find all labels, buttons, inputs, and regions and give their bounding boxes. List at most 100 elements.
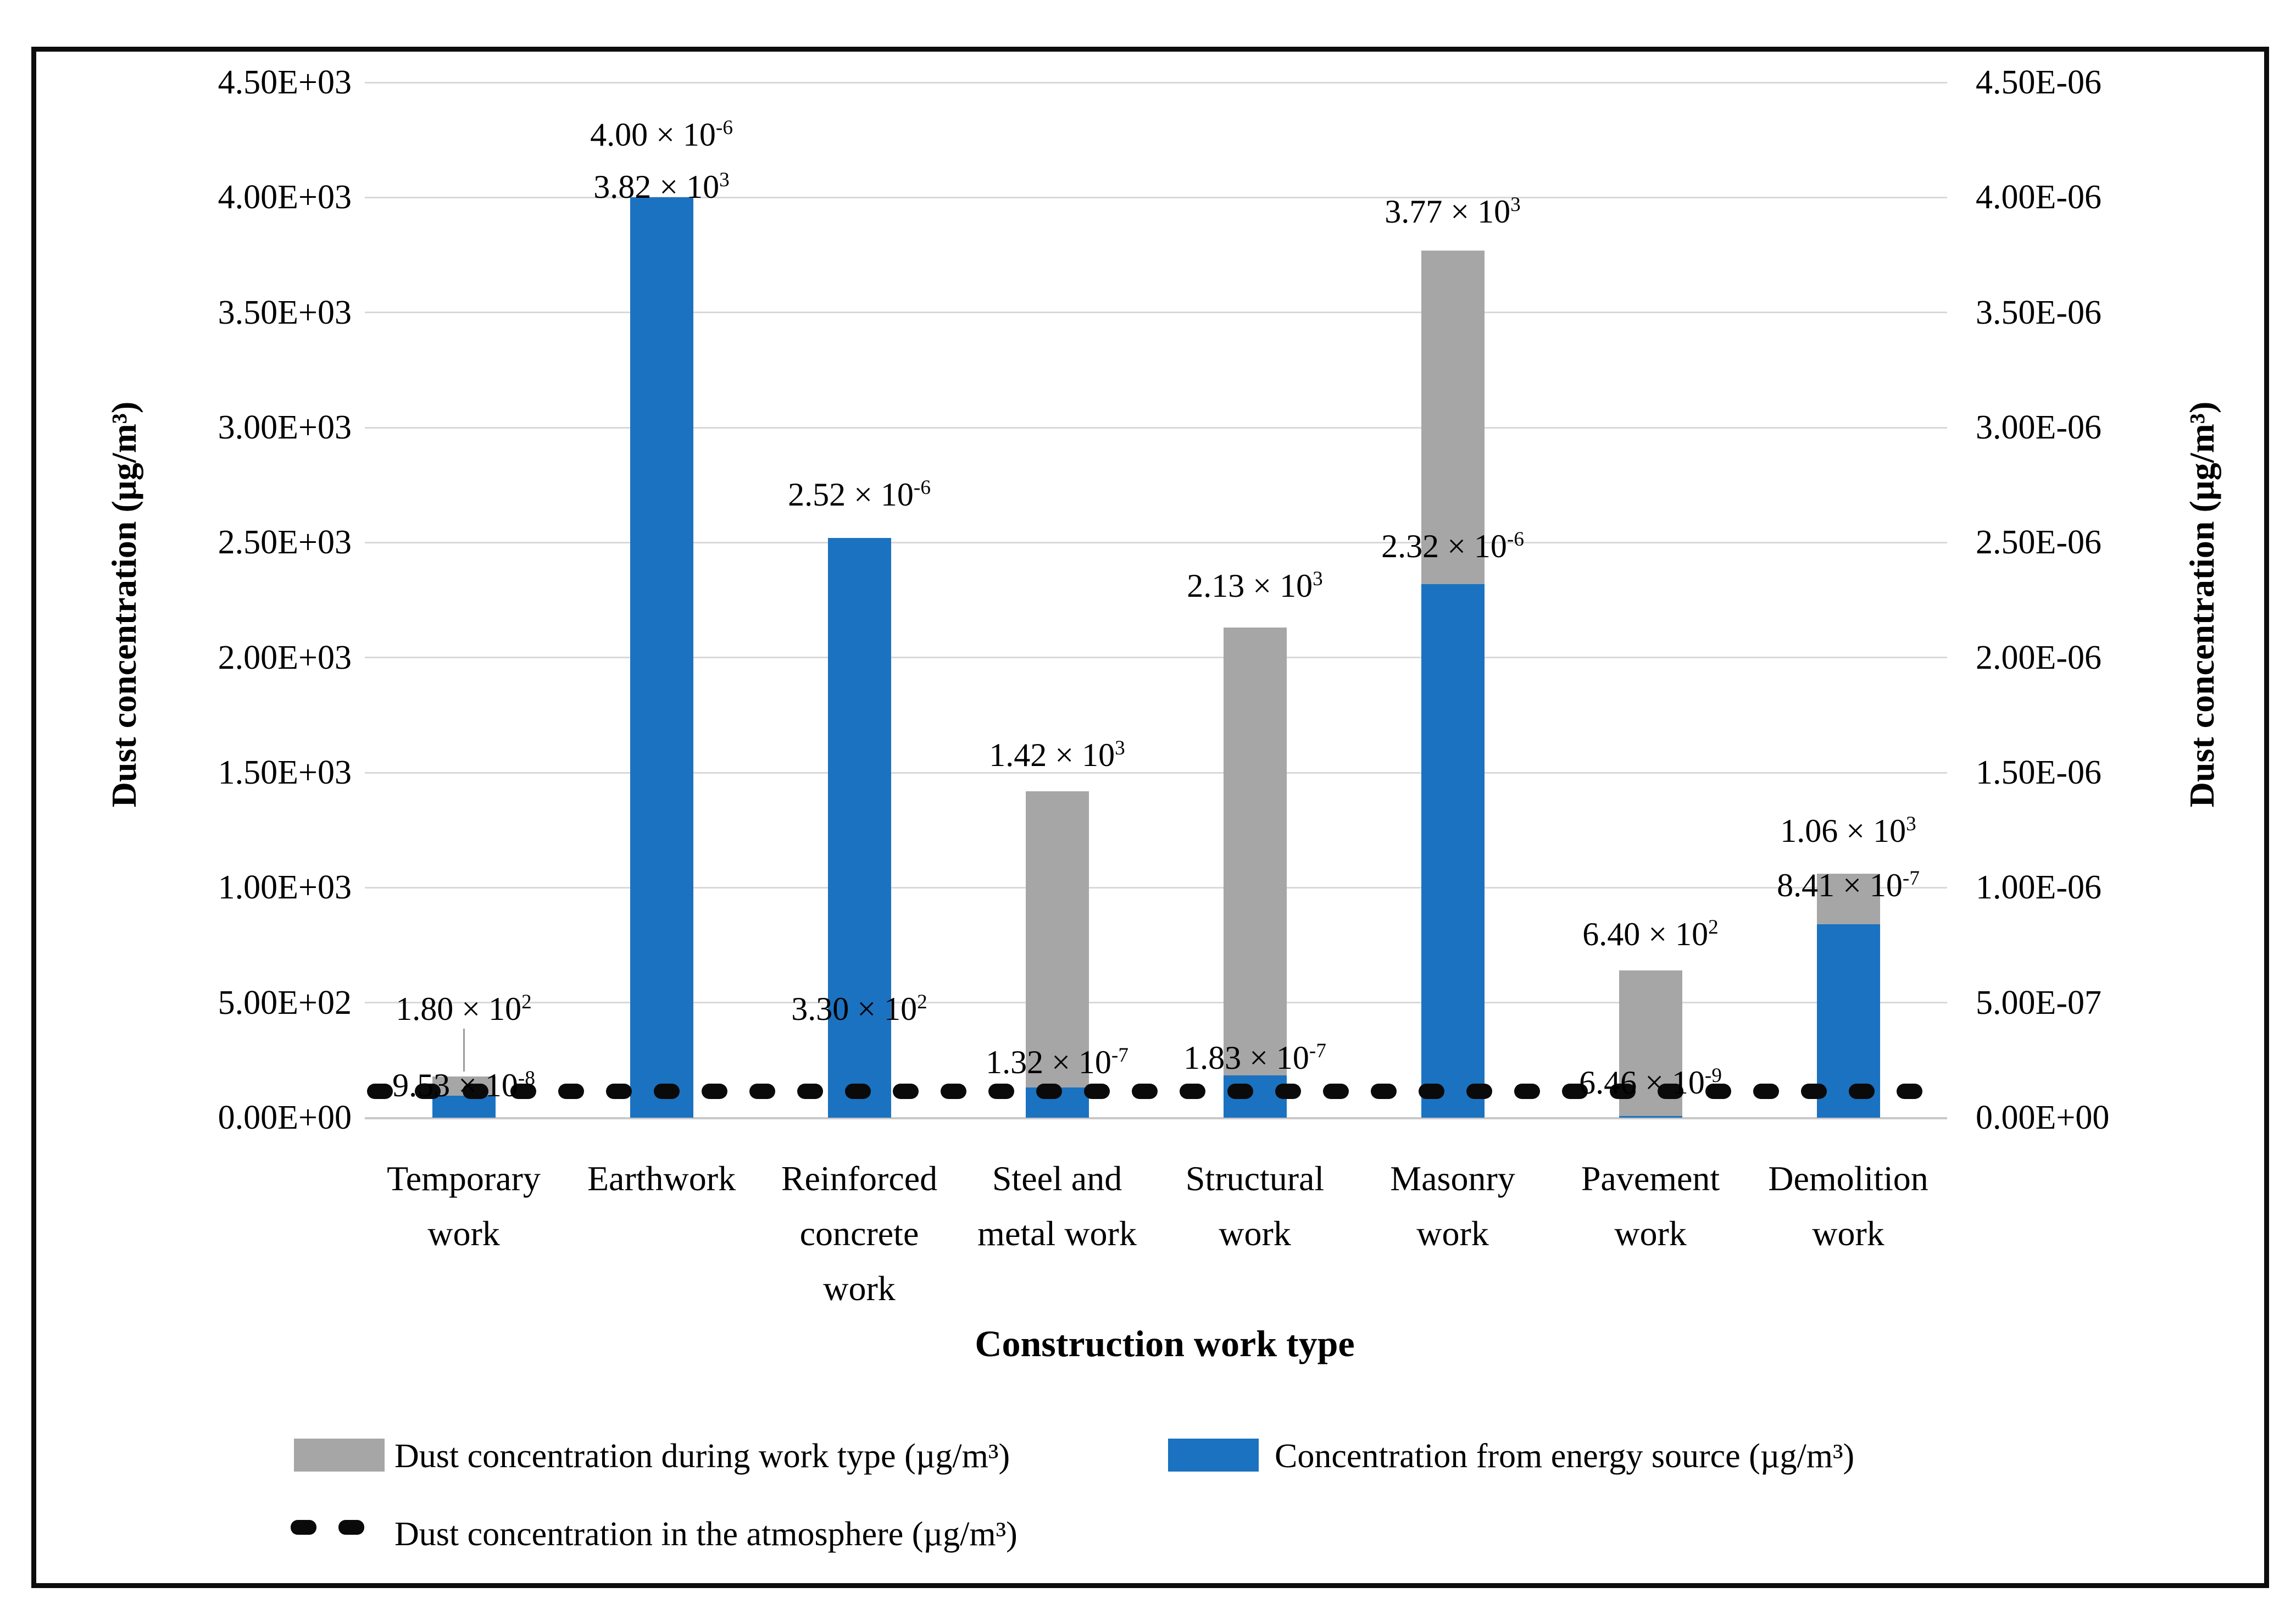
atmosphere-dash-segment	[1466, 1084, 1492, 1099]
left-axis-tick-label: 3.00E+03	[218, 409, 352, 446]
data-label-energy: 9.53 × 10-8	[392, 1067, 535, 1103]
gridline	[365, 196, 1947, 198]
right-axis-tick-label: 4.00E-06	[1976, 179, 2102, 217]
atmosphere-dash-segment	[1514, 1084, 1540, 1099]
data-label-energy: 2.52 × 10-6	[788, 476, 931, 513]
category-label: Temporary work	[365, 1151, 563, 1261]
category-label-line: Steel and	[992, 1159, 1122, 1198]
left-axis-tick-label: 2.00E+03	[218, 639, 352, 676]
category-label: Pavement work	[1552, 1151, 1749, 1261]
right-axis-tick-label: 1.50E-06	[1976, 754, 2102, 791]
gridline	[365, 426, 1947, 429]
atmosphere-dash-segment	[1849, 1084, 1875, 1099]
atmosphere-dash-segment	[1753, 1084, 1779, 1099]
atmosphere-dash-segment	[702, 1084, 727, 1099]
atmosphere-dash-segment	[1036, 1084, 1062, 1099]
gridline	[365, 312, 1947, 314]
atmosphere-dash-segment	[510, 1084, 536, 1099]
gridline	[365, 772, 1947, 774]
gridline	[365, 657, 1947, 659]
right-axis-tick-label: 0.00E+00	[1976, 1099, 2110, 1136]
right-axis-tick-label: 5.00E-07	[1976, 984, 2102, 1022]
right-axis-tick-label: 2.50E-06	[1976, 524, 2102, 562]
category-label-line: Reinforced	[781, 1159, 938, 1198]
atmosphere-dash-segment	[1419, 1084, 1444, 1099]
atmosphere-dash-segment	[1084, 1084, 1110, 1099]
atmosphere-dash-segment	[415, 1084, 441, 1099]
left-axis-tick-label: 3.50E+03	[218, 293, 352, 331]
atmosphere-dash-segment	[558, 1084, 584, 1099]
bar-work-dust	[1223, 628, 1287, 1118]
category-label-line: work	[1219, 1214, 1291, 1253]
plot-area: 1.80 × 102 9.53 × 10-8 3.82 × 103 4.00 × 10…	[365, 81, 1947, 1119]
atmosphere-dash-segment	[1610, 1084, 1636, 1099]
atmosphere-dash-segment	[1275, 1084, 1301, 1099]
data-label-work: 1.42 × 103	[989, 737, 1125, 773]
gridline	[365, 886, 1947, 889]
legend-dash-icon	[291, 1520, 316, 1535]
legend-label-atmosphere: Dust concentration in the atmosphere (µg…	[394, 1516, 1018, 1553]
data-label-work: 3.30 × 102	[791, 991, 927, 1027]
category-label-line: Masonry	[1390, 1159, 1515, 1198]
category-label-line: work	[1416, 1214, 1489, 1253]
left-axis-title: Dust concentration (µg/m³)	[104, 401, 143, 808]
data-label-work: 1.80 × 102	[396, 991, 532, 1027]
category-label-line: metal work	[977, 1214, 1137, 1253]
right-axis-tick-label: 4.50E-06	[1976, 64, 2102, 101]
atmosphere-dash-segment	[463, 1084, 488, 1099]
left-axis-tick-label: 0.00E+00	[218, 1099, 352, 1136]
category-label-line: Pavement	[1581, 1159, 1720, 1198]
right-axis-title: Dust concentration (µg/m³)	[2182, 401, 2221, 808]
atmosphere-dash-segment	[749, 1084, 775, 1099]
data-label-energy: 2.32 × 10-6	[1381, 528, 1524, 564]
atmosphere-dash-segment	[367, 1084, 393, 1099]
gridline	[365, 81, 1947, 84]
data-label-energy: 4.00 × 10-6	[590, 116, 733, 153]
legend-dash-icon	[338, 1520, 364, 1535]
atmosphere-dash-segment	[654, 1084, 680, 1099]
right-axis-tick-label: 3.50E-06	[1976, 293, 2102, 331]
left-axis-tick-label: 4.00E+03	[218, 179, 352, 217]
gridline	[365, 541, 1947, 543]
bar-energy-source	[630, 197, 693, 1118]
legend-swatch-energy-source	[1168, 1439, 1259, 1472]
atmosphere-dash-segment	[1658, 1084, 1683, 1099]
category-label-line: work	[427, 1214, 500, 1253]
category-label-line: Demolition	[1768, 1159, 1928, 1198]
category-label-line: work	[1812, 1214, 1884, 1253]
left-axis-tick-label: 1.00E+03	[218, 869, 352, 907]
right-axis-tick-label: 2.00E-06	[1976, 639, 2102, 676]
category-label: Structural work	[1156, 1151, 1354, 1261]
category-label: Steel and metal work	[958, 1151, 1156, 1261]
atmosphere-dash-segment	[845, 1084, 871, 1099]
atmosphere-dash-segment	[893, 1084, 919, 1099]
x-axis-title: Construction work type	[975, 1323, 1355, 1364]
gridline	[365, 1002, 1947, 1004]
category-label: Earthwork	[563, 1151, 760, 1206]
right-axis-tick-label: 3.00E-06	[1976, 409, 2102, 446]
data-label-energy: 8.41 × 10-7	[1777, 867, 1920, 903]
atmosphere-dash-segment	[1180, 1084, 1205, 1099]
atmosphere-dash-segment	[988, 1084, 1014, 1099]
left-axis-tick-label: 5.00E+02	[218, 984, 352, 1022]
left-axis-tick-label: 2.50E+03	[218, 524, 352, 562]
atmosphere-dash-segment	[797, 1084, 823, 1099]
atmosphere-dash-segment	[1227, 1084, 1253, 1099]
atmosphere-dash-segment	[941, 1084, 966, 1099]
data-label-work: 2.13 × 103	[1187, 568, 1323, 604]
data-label-energy: 1.83 × 10-7	[1183, 1040, 1326, 1076]
bar-energy-source	[432, 1096, 496, 1118]
left-axis-tick-label: 1.50E+03	[218, 754, 352, 791]
bar-energy-source	[1619, 1116, 1682, 1118]
legend-label-energy-source: Concentration from energy source (µg/m³)	[1275, 1438, 1855, 1475]
category-label: Masonry work	[1354, 1151, 1552, 1261]
category-label-line: work	[823, 1269, 896, 1308]
left-axis-tick-label: 4.50E+03	[218, 64, 352, 101]
bar-energy-source	[827, 537, 891, 1118]
legend-label-work-dust: Dust concentration during work type (µg/…	[394, 1438, 1010, 1475]
data-label-energy: 6.46 × 10-9	[1579, 1064, 1722, 1101]
atmosphere-dash-segment	[1562, 1084, 1588, 1099]
legend-swatch-work-dust	[294, 1439, 385, 1472]
category-label-line: Earthwork	[587, 1159, 736, 1198]
atmosphere-dash-segment	[1705, 1084, 1731, 1099]
